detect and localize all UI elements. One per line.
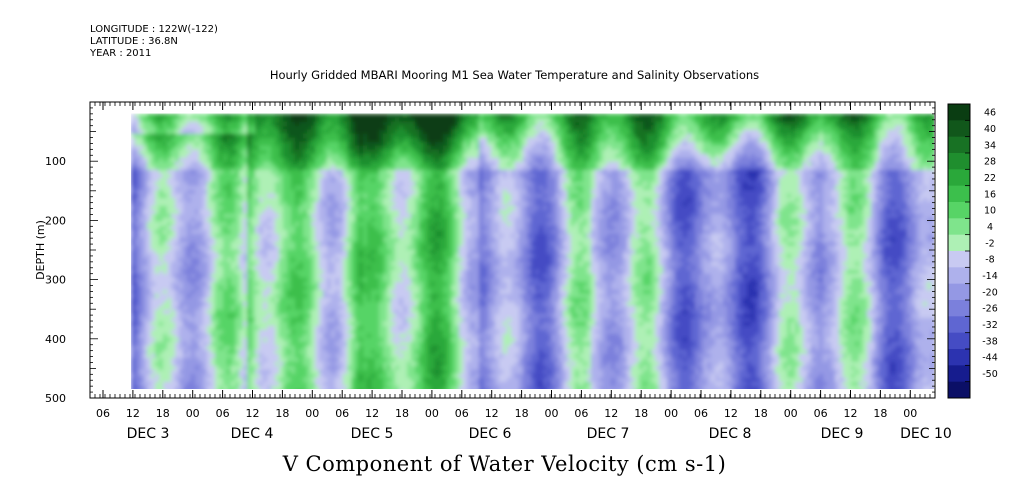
x-date-label: DEC 4	[231, 426, 274, 442]
y-axis-label: DEPTH (m)	[34, 220, 47, 280]
x-hour-tick-label: 12	[724, 407, 738, 420]
colorbar-label: -44	[982, 353, 998, 364]
x-hour-tick-label: 12	[365, 407, 379, 420]
x-hour-tick-label: 06	[574, 407, 588, 420]
colorbar-swatch	[948, 185, 970, 203]
x-hour-tick-label: 12	[604, 407, 618, 420]
colorbar-swatch	[948, 202, 970, 219]
x-hour-tick-label: 18	[873, 407, 887, 420]
x-date-label: DEC 6	[469, 426, 512, 442]
colorbar-label: -20	[982, 287, 998, 298]
colorbar-swatch	[948, 218, 970, 236]
x-hour-tick-label: 12	[844, 407, 858, 420]
x-date-label: DEC 8	[709, 426, 752, 442]
colorbar-label: 4	[987, 222, 993, 233]
colorbar-swatch	[948, 365, 970, 383]
colorbar-swatch	[948, 104, 970, 121]
x-hour-tick-label: 00	[305, 407, 319, 420]
chart-subtitle: Hourly Gridded MBARI Mooring M1 Sea Wate…	[269, 68, 760, 82]
x-hour-tick-label: 06	[216, 407, 230, 420]
longitude-label: LONGITUDE : 122W(-122)	[90, 24, 218, 35]
x-hour-tick-label: 18	[515, 407, 529, 420]
x-hour-tick-label: 06	[814, 407, 828, 420]
colorbar-label: 40	[984, 124, 996, 135]
colorbar-label: 28	[984, 157, 996, 168]
y-tick-label: 400	[45, 333, 66, 346]
colorbar-swatch	[948, 316, 970, 334]
colorbar-swatch	[948, 169, 970, 187]
colorbar-label: 46	[984, 108, 996, 119]
x-date-label: DEC 10	[900, 426, 952, 442]
x-hour-tick-label: 12	[485, 407, 499, 420]
year-label: YEAR : 2011	[90, 48, 152, 59]
colorbar-swatch	[948, 349, 970, 366]
x-hour-tick-label: 00	[545, 407, 559, 420]
x-hour-tick-label: 06	[694, 407, 708, 420]
x-date-label: DEC 9	[821, 426, 864, 442]
x-hour-tick-label: 00	[784, 407, 798, 420]
y-tick-label: 300	[45, 274, 66, 287]
colorbar-label: -2	[985, 238, 994, 249]
colorbar-swatch	[948, 381, 970, 399]
colorbar-label: 34	[984, 140, 996, 151]
x-hour-tick-label: 18	[754, 407, 768, 420]
colorbar-label: -14	[982, 271, 998, 282]
x-date-label: DEC 3	[127, 426, 170, 442]
metadata-block: LONGITUDE : 122W(-122) LATITUDE : 36.8N …	[90, 24, 218, 60]
colorbar-label: 10	[984, 206, 996, 217]
colorbar-swatch	[948, 267, 970, 285]
x-hour-tick-label: 00	[186, 407, 200, 420]
colorbar-label: -38	[982, 336, 998, 347]
colorbar-swatch	[948, 283, 970, 301]
x-hour-tick-label: 06	[96, 407, 110, 420]
colorbar-swatch	[948, 234, 970, 252]
colorbar-label: -50	[982, 369, 998, 380]
x-hour-tick-label: 06	[335, 407, 349, 420]
x-hour-tick-label: 18	[395, 407, 409, 420]
x-hour-tick-label: 12	[246, 407, 260, 420]
chart-title: V Component of Water Velocity (cm s-1)	[282, 452, 727, 476]
x-date-label: DEC 7	[587, 426, 630, 442]
x-hour-tick-label: 18	[275, 407, 289, 420]
x-hour-tick-label: 00	[425, 407, 439, 420]
colorbar-swatch	[948, 136, 970, 154]
x-hour-tick-label: 18	[634, 407, 648, 420]
colorbar-label: 22	[984, 173, 996, 184]
x-hour-tick-label: 00	[903, 407, 917, 420]
colorbar-label: -26	[982, 304, 998, 315]
x-hour-tick-label: 00	[664, 407, 678, 420]
latitude-label: LATITUDE : 36.8N	[90, 36, 178, 47]
colorbar-swatch	[948, 120, 970, 138]
x-hour-tick-label: 06	[455, 407, 469, 420]
colorbar-swatch	[948, 332, 970, 350]
y-tick-label: 200	[45, 214, 66, 227]
colorbar-swatch	[948, 300, 970, 317]
x-date-label: DEC 5	[351, 426, 394, 442]
colorbar-label: 16	[984, 189, 996, 200]
x-hour-tick-label: 12	[126, 407, 140, 420]
velocity-field	[131, 113, 934, 389]
colorbar-swatch	[948, 153, 970, 170]
colorbar-label: -32	[982, 320, 998, 331]
colorbar-label: -8	[985, 255, 994, 266]
colorbar-swatch	[948, 251, 970, 268]
y-tick-label: 500	[45, 392, 66, 405]
y-tick-label: 100	[45, 155, 66, 168]
x-hour-tick-label: 18	[156, 407, 170, 420]
